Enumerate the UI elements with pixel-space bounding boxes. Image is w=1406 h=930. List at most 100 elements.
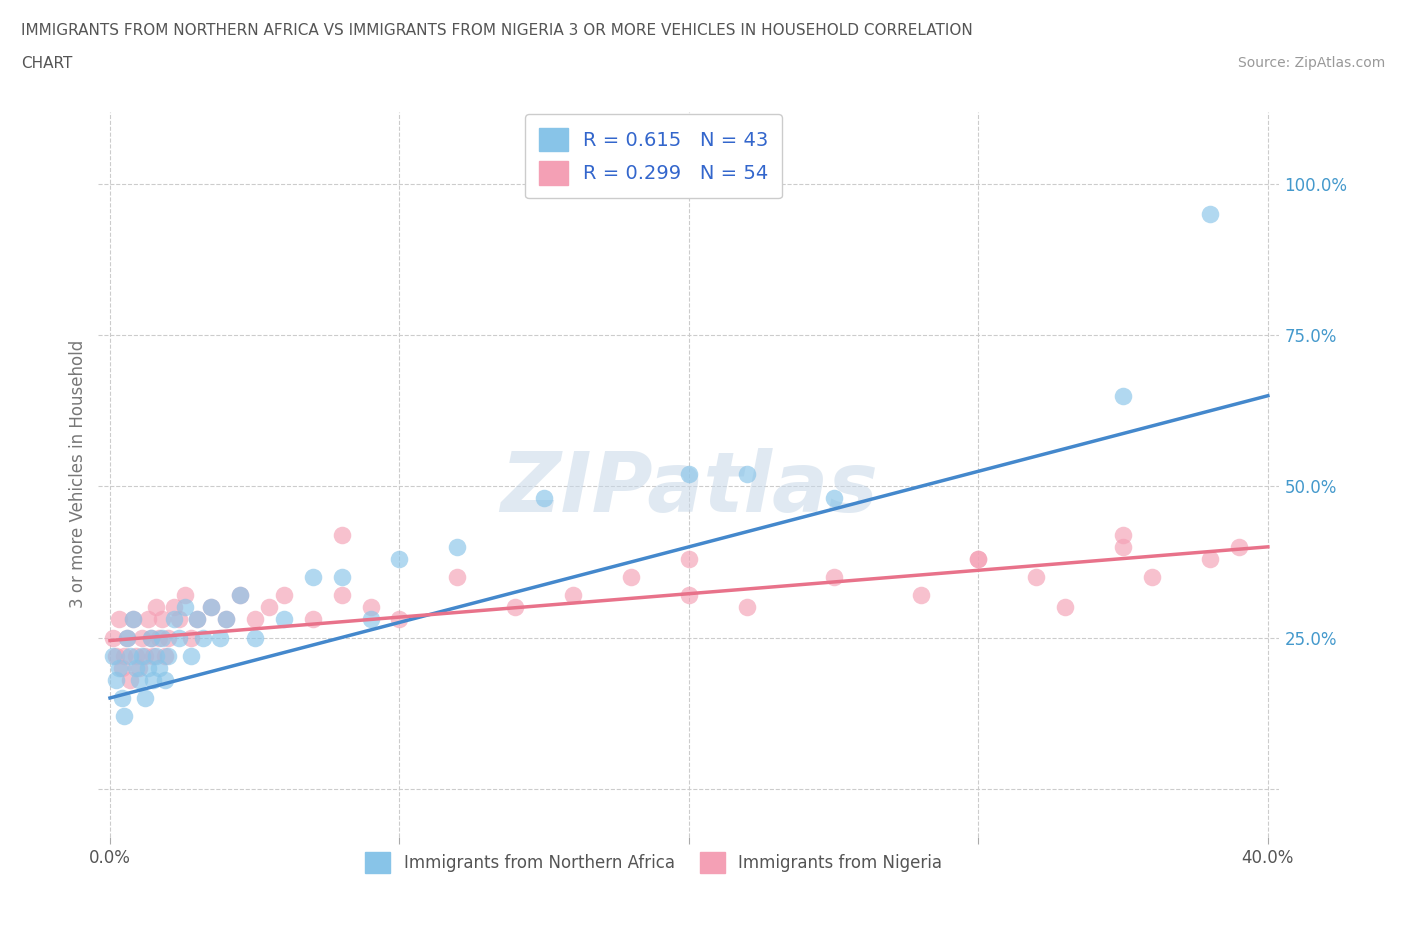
Point	[156, 631, 179, 645]
Point	[1199, 551, 1222, 566]
Point	[163, 600, 186, 615]
Point	[139, 631, 162, 645]
Point	[174, 588, 197, 603]
Point	[169, 631, 191, 645]
Point	[1025, 570, 1047, 585]
Point	[134, 691, 156, 706]
Point	[110, 691, 132, 706]
Text: IMMIGRANTS FROM NORTHERN AFRICA VS IMMIGRANTS FROM NIGERIA 3 OR MORE VEHICLES IN: IMMIGRANTS FROM NORTHERN AFRICA VS IMMIG…	[21, 23, 973, 38]
Point	[735, 467, 758, 482]
Y-axis label: 3 or more Vehicles in Household: 3 or more Vehicles in Household	[69, 340, 87, 608]
Point	[174, 600, 197, 615]
Point	[200, 600, 222, 615]
Point	[156, 648, 179, 663]
Point	[180, 631, 202, 645]
Point	[360, 612, 382, 627]
Point	[823, 570, 845, 585]
Point	[136, 612, 159, 627]
Point	[150, 612, 173, 627]
Point	[101, 648, 124, 663]
Point	[110, 660, 132, 675]
Point	[104, 648, 127, 663]
Point	[142, 648, 165, 663]
Point	[150, 631, 173, 645]
Point	[125, 660, 148, 675]
Point	[163, 612, 186, 627]
Point	[200, 600, 222, 615]
Point	[153, 648, 176, 663]
Point	[104, 672, 127, 687]
Point	[139, 631, 162, 645]
Point	[229, 588, 252, 603]
Point	[330, 588, 353, 603]
Point	[145, 600, 167, 615]
Point	[301, 570, 323, 585]
Point	[243, 612, 266, 627]
Point	[678, 551, 700, 566]
Point	[120, 672, 142, 687]
Point	[273, 612, 295, 627]
Point	[446, 539, 468, 554]
Point	[186, 612, 208, 627]
Point	[273, 588, 295, 603]
Point	[153, 672, 176, 687]
Point	[122, 612, 145, 627]
Point	[128, 660, 150, 675]
Point	[136, 660, 159, 675]
Point	[503, 600, 526, 615]
Text: ZIPatlas: ZIPatlas	[501, 448, 877, 529]
Point	[330, 570, 353, 585]
Point	[1227, 539, 1250, 554]
Point	[215, 612, 238, 627]
Point	[257, 600, 280, 615]
Point	[128, 672, 150, 687]
Point	[215, 612, 238, 627]
Point	[446, 570, 468, 585]
Point	[148, 631, 170, 645]
Point	[101, 631, 124, 645]
Point	[1112, 389, 1135, 404]
Text: Source: ZipAtlas.com: Source: ZipAtlas.com	[1237, 56, 1385, 70]
Point	[114, 709, 136, 724]
Point	[117, 631, 139, 645]
Legend: Immigrants from Northern Africa, Immigrants from Nigeria: Immigrants from Northern Africa, Immigra…	[359, 845, 949, 880]
Point	[301, 612, 323, 627]
Point	[186, 612, 208, 627]
Point	[117, 631, 139, 645]
Point	[131, 631, 153, 645]
Point	[678, 588, 700, 603]
Point	[120, 648, 142, 663]
Point	[208, 631, 231, 645]
Point	[967, 551, 990, 566]
Point	[145, 648, 167, 663]
Point	[169, 612, 191, 627]
Point	[125, 648, 148, 663]
Point	[134, 648, 156, 663]
Point	[360, 600, 382, 615]
Point	[107, 612, 129, 627]
Point	[114, 648, 136, 663]
Point	[533, 491, 555, 506]
Point	[910, 588, 932, 603]
Point	[243, 631, 266, 645]
Point	[180, 648, 202, 663]
Point	[1199, 207, 1222, 222]
Point	[148, 660, 170, 675]
Point	[388, 551, 411, 566]
Point	[735, 600, 758, 615]
Point	[1112, 539, 1135, 554]
Point	[131, 648, 153, 663]
Point	[122, 612, 145, 627]
Point	[142, 672, 165, 687]
Point	[1140, 570, 1163, 585]
Point	[562, 588, 585, 603]
Point	[620, 570, 643, 585]
Point	[191, 631, 214, 645]
Point	[678, 467, 700, 482]
Point	[823, 491, 845, 506]
Point	[107, 660, 129, 675]
Point	[1054, 600, 1077, 615]
Point	[1112, 527, 1135, 542]
Point	[388, 612, 411, 627]
Text: CHART: CHART	[21, 56, 73, 71]
